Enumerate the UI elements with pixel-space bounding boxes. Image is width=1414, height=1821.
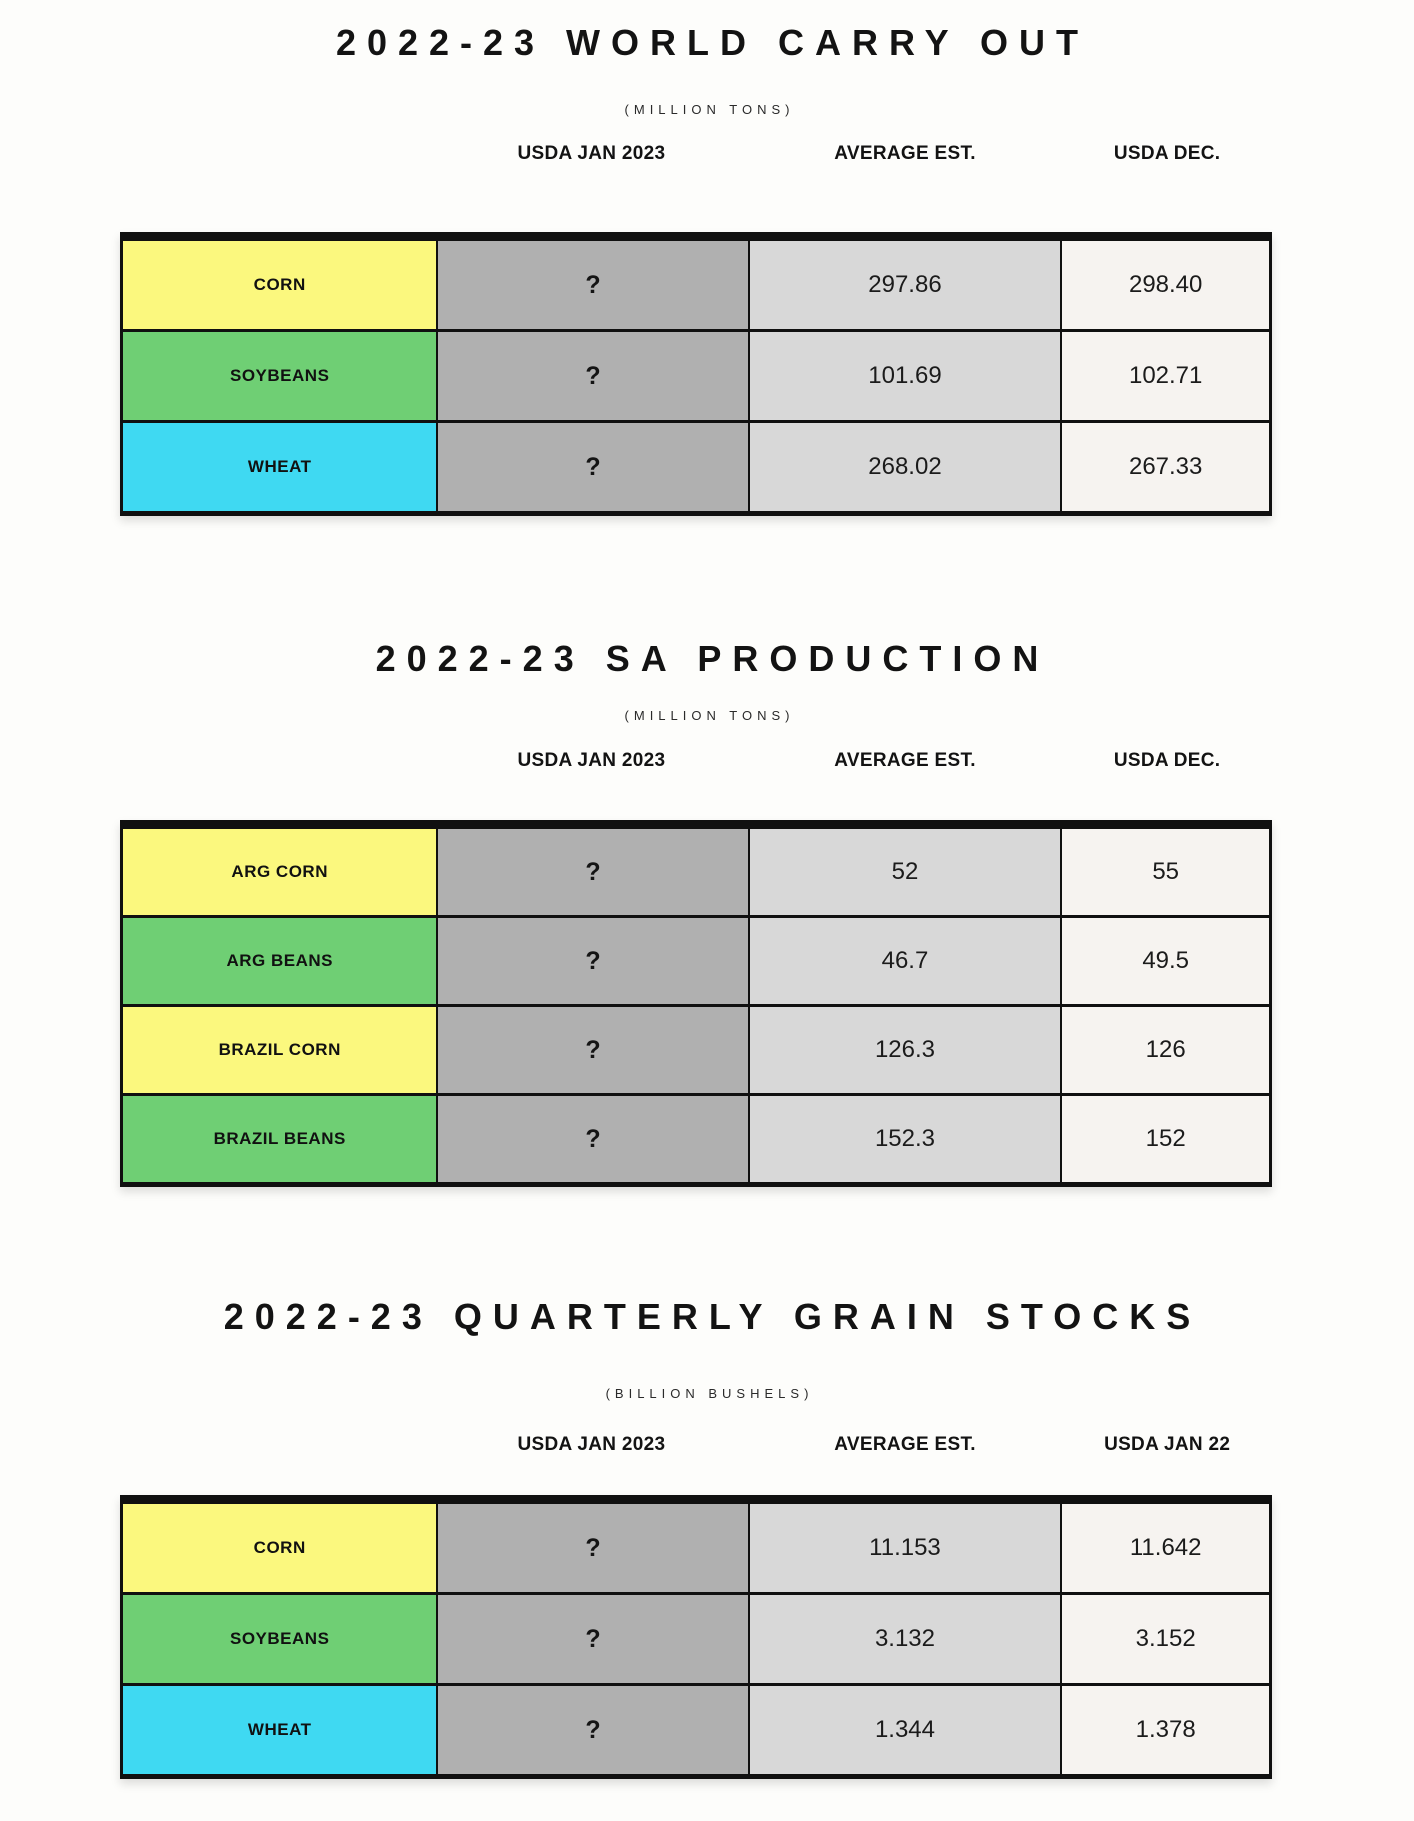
column-headers: USDA JAN 2023 AVERAGE EST. USDA JAN 22 bbox=[120, 1434, 1272, 1456]
average-est-cell: 297.86 bbox=[747, 241, 1061, 329]
usda-dec-cell: 102.71 bbox=[1060, 332, 1269, 420]
table-row: BRAZIL BEANS ? 152.3 152 bbox=[123, 1093, 1269, 1182]
section-world-carry-out: 2022-23 WORLD CARRY OUT (MILLION TONS) U… bbox=[0, 22, 1414, 538]
section-title: 2022-23 WORLD CARRY OUT bbox=[335, 22, 1090, 63]
commodity-label-cell: CORN bbox=[123, 1504, 437, 1592]
usda-jan-22-cell: 1.378 bbox=[1060, 1686, 1269, 1774]
table-row: ARG CORN ? 52 55 bbox=[123, 829, 1269, 915]
usda-jan-2023-cell: ? bbox=[436, 1504, 748, 1592]
average-est-cell: 3.132 bbox=[747, 1595, 1061, 1683]
table-row: SOYBEANS ? 3.132 3.152 bbox=[123, 1592, 1269, 1683]
usda-dec-cell: 152 bbox=[1060, 1096, 1269, 1182]
commodity-label-cell: ARG BEANS bbox=[123, 918, 437, 1004]
table-row: SOYBEANS ? 101.69 102.71 bbox=[123, 329, 1269, 420]
table-row: CORN ? 297.86 298.40 bbox=[123, 241, 1269, 329]
average-est-cell: 268.02 bbox=[747, 423, 1061, 511]
table-row: WHEAT ? 1.344 1.378 bbox=[123, 1683, 1269, 1774]
empty-header-cell bbox=[120, 750, 435, 772]
table-row: WHEAT ? 268.02 267.33 bbox=[123, 420, 1269, 511]
commodity-label-cell: WHEAT bbox=[123, 1686, 437, 1774]
section-title: 2022-23 SA PRODUCTION bbox=[375, 638, 1050, 679]
world-carry-out-table: CORN ? 297.86 298.40 SOYBEANS ? 101.69 1… bbox=[120, 232, 1272, 516]
usda-jan-2023-cell: ? bbox=[436, 1096, 748, 1182]
commodity-label-cell: BRAZIL BEANS bbox=[123, 1096, 437, 1182]
usda-jan-2023-cell: ? bbox=[436, 1595, 748, 1683]
usda-jan-2023-cell: ? bbox=[436, 332, 748, 420]
table-row: CORN ? 11.153 11.642 bbox=[123, 1504, 1269, 1592]
usda-jan-22-cell: 3.152 bbox=[1060, 1595, 1269, 1683]
column-header-usda-dec: USDA DEC. bbox=[1113, 750, 1221, 771]
column-header-usda-jan-2023: USDA JAN 2023 bbox=[517, 143, 666, 164]
section-sa-production: 2022-23 SA PRODUCTION (MILLION TONS) USD… bbox=[0, 638, 1414, 1198]
commodity-label-cell: SOYBEANS bbox=[123, 1595, 437, 1683]
usda-jan-2023-cell: ? bbox=[436, 1686, 748, 1774]
commodity-label-cell: CORN bbox=[123, 241, 437, 329]
column-header-usda-jan-22: USDA JAN 22 bbox=[1104, 1434, 1231, 1455]
section-unit-label: (MILLION TONS) bbox=[624, 102, 795, 117]
commodity-label-cell: SOYBEANS bbox=[123, 332, 437, 420]
column-header-usda-jan-2023: USDA JAN 2023 bbox=[517, 750, 666, 771]
usda-jan-2023-cell: ? bbox=[436, 918, 748, 1004]
empty-header-cell bbox=[120, 143, 435, 165]
usda-dec-cell: 267.33 bbox=[1060, 423, 1269, 511]
quarterly-grain-stocks-table: CORN ? 11.153 11.642 SOYBEANS ? 3.132 3.… bbox=[120, 1495, 1272, 1779]
section-quarterly-grain-stocks: 2022-23 QUARTERLY GRAIN STOCKS (BILLION … bbox=[0, 1296, 1414, 1796]
usda-jan-2023-cell: ? bbox=[436, 423, 748, 511]
column-headers: USDA JAN 2023 AVERAGE EST. USDA DEC. bbox=[120, 750, 1272, 772]
section-title: 2022-23 QUARTERLY GRAIN STOCKS bbox=[223, 1296, 1202, 1337]
column-header-usda-jan-2023: USDA JAN 2023 bbox=[517, 1434, 666, 1455]
usda-dec-cell: 126 bbox=[1060, 1007, 1269, 1093]
average-est-cell: 52 bbox=[747, 829, 1061, 915]
usda-dec-cell: 55 bbox=[1060, 829, 1269, 915]
table-row: BRAZIL CORN ? 126.3 126 bbox=[123, 1004, 1269, 1093]
column-header-average-est: AVERAGE EST. bbox=[834, 143, 976, 164]
section-unit-label: (MILLION TONS) bbox=[624, 708, 795, 723]
empty-header-cell bbox=[120, 1434, 435, 1456]
column-header-usda-dec: USDA DEC. bbox=[1113, 143, 1221, 164]
commodity-label-cell: ARG CORN bbox=[123, 829, 437, 915]
sa-production-table: ARG CORN ? 52 55 ARG BEANS ? 46.7 49.5 B… bbox=[120, 820, 1272, 1187]
table-row: ARG BEANS ? 46.7 49.5 bbox=[123, 915, 1269, 1004]
usda-jan-2023-cell: ? bbox=[436, 829, 748, 915]
average-est-cell: 101.69 bbox=[747, 332, 1061, 420]
usda-jan-2023-cell: ? bbox=[436, 241, 748, 329]
commodity-label-cell: WHEAT bbox=[123, 423, 437, 511]
average-est-cell: 1.344 bbox=[747, 1686, 1061, 1774]
section-unit-label: (BILLION BUSHELS) bbox=[605, 1386, 814, 1401]
usda-dec-cell: 49.5 bbox=[1060, 918, 1269, 1004]
average-est-cell: 152.3 bbox=[747, 1096, 1061, 1182]
average-est-cell: 11.153 bbox=[747, 1504, 1061, 1592]
column-header-average-est: AVERAGE EST. bbox=[834, 1434, 976, 1455]
usda-jan-2023-cell: ? bbox=[436, 1007, 748, 1093]
usda-jan-22-cell: 11.642 bbox=[1060, 1504, 1269, 1592]
column-header-average-est: AVERAGE EST. bbox=[834, 750, 976, 771]
average-est-cell: 46.7 bbox=[747, 918, 1061, 1004]
commodity-label-cell: BRAZIL CORN bbox=[123, 1007, 437, 1093]
average-est-cell: 126.3 bbox=[747, 1007, 1061, 1093]
usda-dec-cell: 298.40 bbox=[1060, 241, 1269, 329]
column-headers: USDA JAN 2023 AVERAGE EST. USDA DEC. bbox=[120, 143, 1272, 165]
